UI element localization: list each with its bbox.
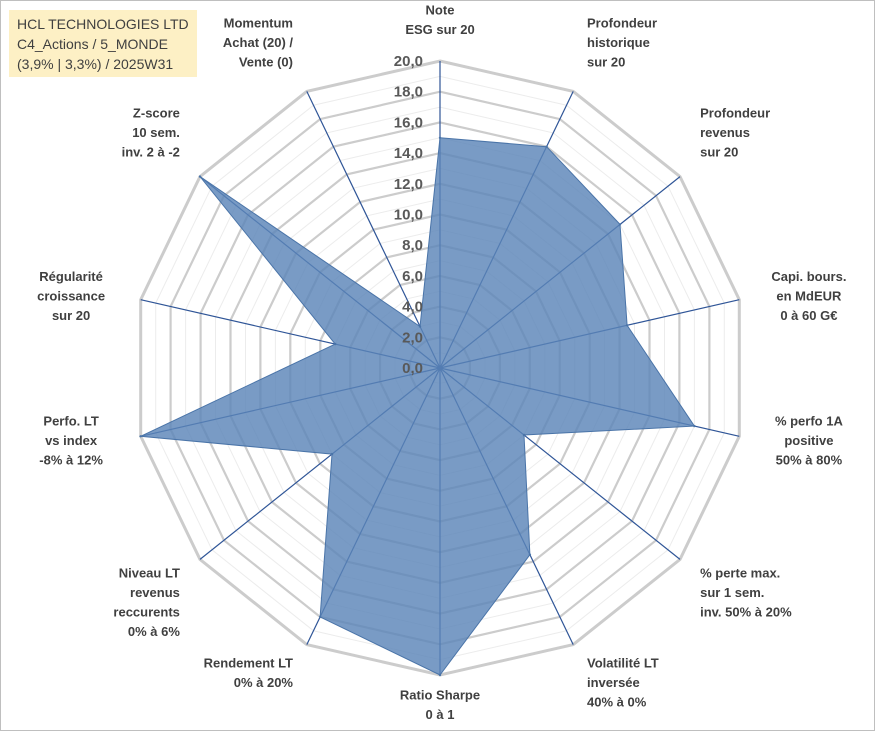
axis-label-line: 0 à 60 G€: [780, 308, 837, 323]
axis-label: Ratio Sharpe 0 à 1: [400, 688, 480, 723]
series-point: [330, 452, 334, 456]
series-point: [334, 342, 337, 346]
axis-label-line: Vente (0): [239, 54, 293, 69]
series-point: [545, 145, 548, 148]
axis-label: Perfo. LT vs index -8% à 12%: [39, 414, 103, 468]
tick-label: 2,0: [402, 329, 423, 346]
spoke-line: [306, 91, 441, 369]
axis-label-line: revenus: [700, 125, 750, 140]
tick-label: 12,0: [394, 176, 423, 193]
series-point: [139, 435, 142, 438]
axis-label-line: Niveau LT: [119, 565, 180, 580]
axis-label-line: 40% à 0%: [587, 694, 647, 709]
series-point: [528, 553, 532, 556]
axis-label-line: 0% à 6%: [128, 624, 180, 639]
axis-label-line: revenus: [130, 585, 180, 600]
axis-label-line: historique: [587, 35, 650, 50]
axis-label-line: en MdEUR: [776, 289, 842, 304]
axis-label: Régularité croissance sur 20: [37, 269, 105, 323]
series-point: [318, 615, 322, 619]
axis-label-line: Momentum: [224, 15, 293, 30]
axis-label-line: 50% à 80%: [776, 453, 843, 468]
series-point: [438, 136, 442, 139]
axis-label-line: croissance: [37, 289, 105, 304]
tick-label: 10,0: [394, 207, 423, 224]
axis-label-line: Rendement LT: [204, 655, 293, 670]
tick-label: 8,0: [402, 237, 423, 254]
title-line-1: HCL TECHNOLOGIES LTD: [17, 16, 189, 32]
axis-label: Note ESG sur 20: [405, 3, 474, 38]
chart-title-box: HCL TECHNOLOGIES LTD C4_Actions / 5_MOND…: [9, 10, 197, 77]
axis-label-line: vs index: [45, 433, 98, 448]
axis-label-line: sur 1 sem.: [700, 585, 764, 600]
axis-label-line: sur 20: [700, 145, 738, 160]
axis-label: Niveau LT revenus reccurents 0% à 6%: [113, 565, 180, 639]
tick-label: 6,0: [402, 268, 423, 285]
axis-label-line: Achat (20) /: [223, 35, 293, 50]
tick-label: 16,0: [394, 114, 423, 131]
axis-label-layer: Note ESG sur 20 Profondeur historique sur 20…: [37, 3, 846, 723]
tick-layer: 0,0 2,0 4,0 6,0 8,0 10,0 12,0 14,0 16,0 18,0 20,0: [394, 53, 423, 377]
axis-label-line: ESG sur 20: [405, 22, 474, 37]
axis-label-line: Profondeur: [587, 15, 657, 30]
axis-label: Z-score 10 sem. inv. 2 à -2: [122, 106, 180, 160]
series-layer: [138, 136, 696, 677]
axis-label-line: -8% à 12%: [39, 453, 103, 468]
axis-label-line: Capi. bours.: [771, 269, 846, 284]
axis-label-line: reccurents: [113, 604, 179, 619]
axis-label: Volatilité LT inversée 40% à 0%: [587, 655, 659, 709]
axis-label-line: Perfo. LT: [43, 414, 98, 429]
axis-label-line: inv. 2 à -2: [122, 145, 180, 160]
series-point: [418, 325, 422, 328]
axis-label-line: 0 à 1: [426, 707, 455, 722]
series-point: [693, 424, 696, 428]
axis-label-line: sur 20: [52, 308, 90, 323]
tick-label: 14,0: [394, 145, 423, 162]
axis-label: Rendement LT 0% à 20%: [204, 655, 294, 690]
axis-label-line: 10 sem.: [132, 125, 180, 140]
series-point: [625, 324, 629, 327]
tick-label: 0,0: [402, 360, 423, 377]
axis-label-line: % perte max.: [700, 565, 780, 580]
title-line-2: C4_Actions / 5_MONDE: [17, 36, 168, 52]
axis-label: Profondeur historique sur 20: [587, 15, 657, 69]
axis-label-line: Note: [426, 3, 455, 18]
axis-label-line: 0% à 20%: [234, 675, 294, 690]
axis-label-line: inv. 50% à 20%: [700, 604, 792, 619]
axis-label: Momentum Achat (20) / Vente (0): [223, 15, 293, 69]
axis-label: Capi. bours. en MdEUR 0 à 60 G€: [771, 269, 846, 323]
axis-label-line: inversée: [587, 675, 640, 690]
axis-label-line: Ratio Sharpe: [400, 688, 480, 703]
axis-label: % perte max. sur 1 sem. inv. 50% à 20%: [700, 565, 792, 619]
axis-label: Profondeur revenus sur 20: [700, 106, 770, 160]
title-line-3: (3,9% | 3,3%) / 2025W31: [17, 56, 174, 72]
axis-label-line: % perfo 1A: [775, 414, 844, 429]
axis-label-line: Profondeur: [700, 106, 770, 121]
tick-label: 18,0: [394, 84, 423, 101]
series-point: [438, 673, 442, 677]
series-point: [618, 223, 622, 226]
series-point: [522, 433, 526, 437]
series-point: [198, 175, 202, 178]
axis-label-line: Régularité: [39, 269, 103, 284]
axis-label-line: sur 20: [587, 54, 625, 69]
axis-label-line: positive: [784, 433, 833, 448]
tick-label: 4,0: [402, 299, 423, 316]
tick-label: 20,0: [394, 53, 423, 70]
axis-label-line: Z-score: [133, 106, 180, 121]
axis-label: % perfo 1A positive 50% à 80%: [775, 414, 844, 468]
axis-label-line: Volatilité LT: [587, 655, 659, 670]
